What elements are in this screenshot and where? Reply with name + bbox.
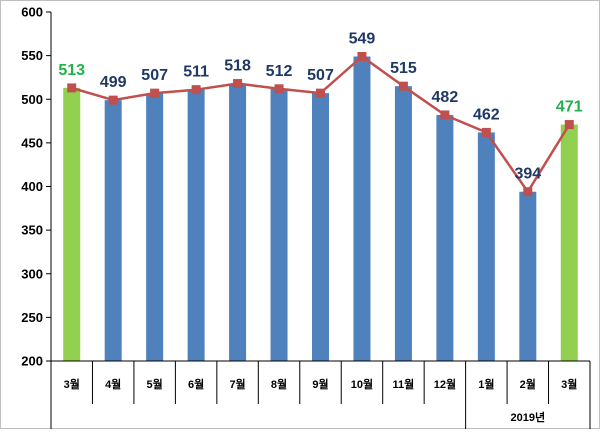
x-group-label: 2019년 — [511, 410, 546, 424]
data-label: 549 — [349, 30, 376, 47]
line-point — [108, 95, 118, 105]
x-tick-label: 2월 — [520, 377, 536, 391]
x-tick-label: 7월 — [229, 377, 245, 391]
data-label: 507 — [307, 67, 334, 84]
bar — [63, 87, 81, 361]
y-tick-label: 550 — [21, 48, 43, 63]
bar — [104, 100, 122, 361]
data-label: 482 — [432, 89, 459, 106]
x-axis: 3월 4월 5월 6월 7월 8월 9월 10월 11월 12월 1월 2월 3월 2019년 — [51, 360, 591, 429]
data-label: 462 — [473, 106, 500, 123]
trend-line — [67, 51, 574, 197]
bar — [353, 56, 371, 362]
line-point — [398, 81, 408, 91]
bar — [146, 93, 164, 361]
x-tick-label: 12월 — [434, 377, 456, 391]
line-point — [481, 127, 491, 137]
y-axis: 200 250 300 350 400 450 500 550 600 — [21, 5, 52, 429]
line-point — [357, 51, 367, 61]
y-tick-label: 250 — [21, 310, 43, 325]
data-label: 499 — [100, 74, 127, 91]
bar — [229, 83, 247, 362]
y-tick-label: 500 — [21, 92, 43, 107]
x-tick-label: 11월 — [393, 377, 415, 391]
x-tick-label: 8월 — [271, 377, 287, 391]
data-label: 513 — [58, 62, 85, 79]
line-point — [191, 85, 201, 95]
data-label: 511 — [183, 64, 209, 81]
y-tick-label: 200 — [21, 354, 43, 369]
line-point — [523, 187, 533, 197]
line-point — [67, 83, 77, 93]
x-tick-label: 3월 — [64, 377, 80, 391]
bar — [394, 86, 412, 361]
bar — [519, 191, 537, 361]
line-point — [150, 88, 160, 98]
x-tick-label: 9월 — [312, 377, 328, 391]
data-label: 518 — [224, 58, 251, 75]
data-labels: 513 499 507 511 518 512 507 549 515 482 462 394 471 — [58, 30, 582, 182]
data-label: 394 — [514, 166, 541, 183]
y-tick-label: 300 — [21, 266, 43, 281]
data-label: 515 — [390, 60, 417, 77]
bars — [63, 56, 578, 362]
line-point — [440, 110, 450, 120]
x-tick-label: 3월 — [561, 377, 577, 391]
data-label: 507 — [141, 67, 168, 84]
data-label: 471 — [556, 99, 583, 116]
x-tick-label: 4월 — [105, 377, 121, 391]
bar — [312, 93, 329, 361]
y-tick-label: 350 — [21, 223, 43, 238]
bar — [436, 114, 454, 361]
bar — [270, 88, 288, 361]
bar — [187, 89, 205, 361]
line-point — [233, 79, 243, 89]
x-tick-label: 1월 — [478, 377, 494, 391]
y-tick-label: 450 — [21, 135, 43, 150]
x-tick-label: 5월 — [147, 377, 163, 391]
y-tick-label: 600 — [21, 5, 43, 20]
x-tick-label: 10월 — [351, 377, 373, 391]
data-label: 512 — [266, 63, 293, 80]
line-point — [274, 84, 284, 94]
x-tick-label: 6월 — [188, 377, 204, 391]
line-point — [316, 88, 325, 98]
bar — [560, 124, 578, 362]
bar — [477, 132, 495, 361]
y-tick-label: 400 — [21, 179, 43, 194]
line-point — [564, 120, 574, 130]
